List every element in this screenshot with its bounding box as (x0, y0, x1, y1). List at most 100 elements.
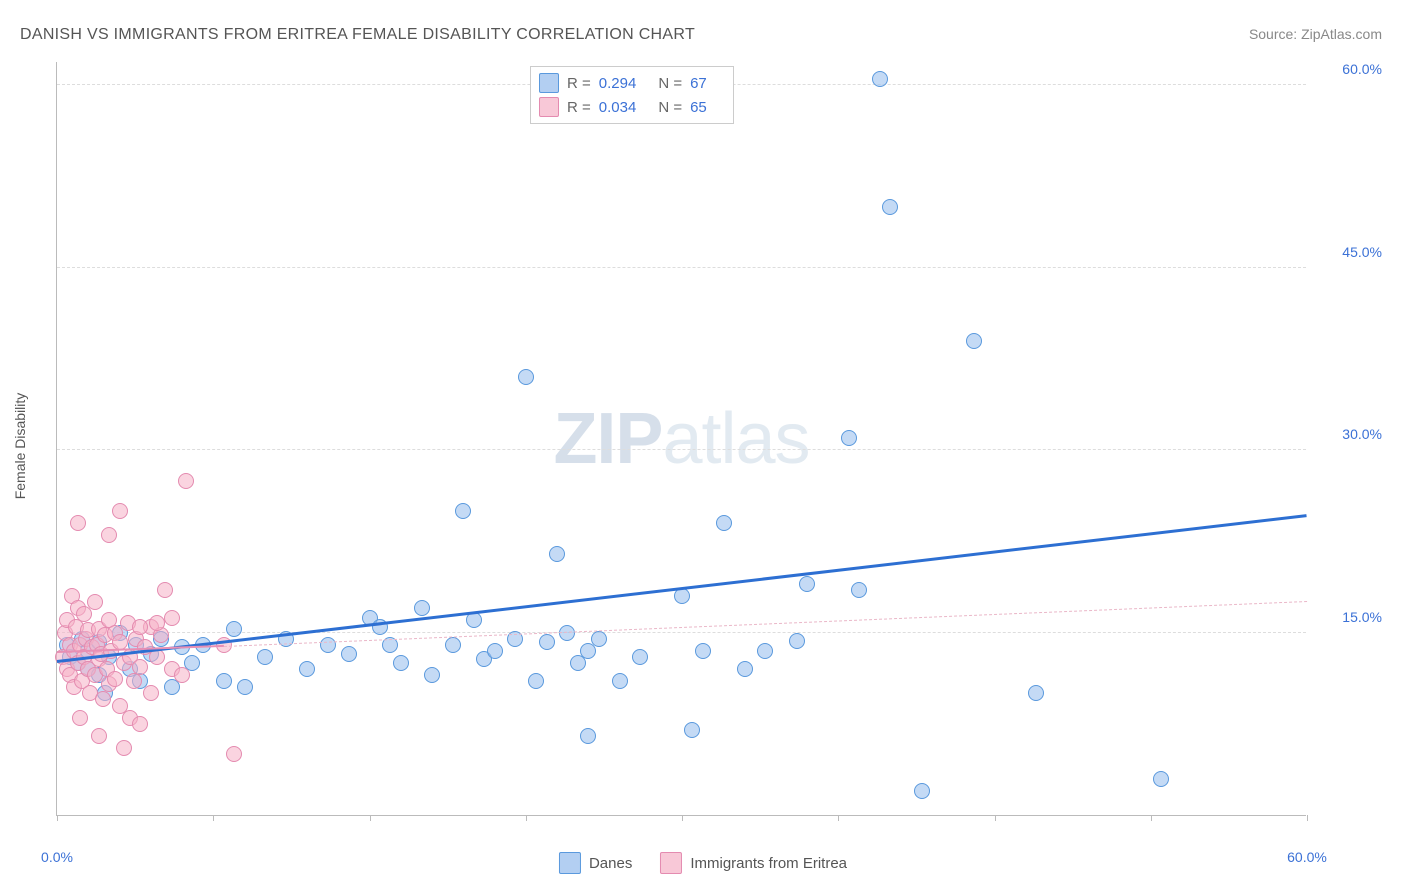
x-max-label: 60.0% (1287, 849, 1327, 865)
gridline (57, 449, 1306, 450)
scatter-point-blue (299, 661, 315, 677)
scatter-point-blue (1028, 685, 1044, 701)
scatter-point-blue (580, 728, 596, 744)
blue-swatch-icon (559, 852, 581, 874)
scatter-point-blue (851, 582, 867, 598)
y-tick-label: 45.0% (1342, 244, 1382, 260)
x-tick (370, 815, 371, 821)
watermark: ZIPatlas (553, 398, 809, 480)
scatter-point-blue (237, 679, 253, 695)
scatter-point-pink (116, 740, 132, 756)
scatter-point-pink (126, 673, 142, 689)
pink-swatch-icon (539, 97, 559, 117)
x-tick (682, 815, 683, 821)
scatter-point-blue (393, 655, 409, 671)
scatter-point-blue (341, 646, 357, 662)
chart-title: DANISH VS IMMIGRANTS FROM ERITREA FEMALE… (20, 26, 695, 44)
x-tick (995, 815, 996, 821)
n-label: N = (658, 99, 682, 116)
legend-item: Immigrants from Eritrea (660, 852, 847, 874)
n-value: 65 (690, 99, 707, 116)
n-value: 67 (690, 75, 707, 92)
scatter-point-pink (107, 671, 123, 687)
scatter-plot: ZIPatlas 15.0%30.0%45.0%60.0%0.0%60.0% (56, 62, 1306, 816)
x-tick (57, 815, 58, 821)
pink-swatch-icon (660, 852, 682, 874)
y-tick-label: 60.0% (1342, 61, 1382, 77)
y-tick-label: 30.0% (1342, 426, 1382, 442)
stats-row: R = 0.294 N = 67 (539, 71, 721, 95)
scatter-point-pink (157, 582, 173, 598)
x-tick (1151, 815, 1152, 821)
scatter-point-blue (414, 600, 430, 616)
regression-line (57, 514, 1307, 663)
scatter-point-pink (91, 728, 107, 744)
scatter-point-pink (132, 659, 148, 675)
gridline (57, 632, 1306, 633)
scatter-point-pink (149, 615, 165, 631)
series-legend: Danes Immigrants from Eritrea (559, 852, 847, 874)
scatter-point-blue (226, 621, 242, 637)
x-tick (213, 815, 214, 821)
scatter-point-pink (70, 515, 86, 531)
scatter-point-blue (216, 673, 232, 689)
scatter-point-blue (591, 631, 607, 647)
legend-label: Immigrants from Eritrea (690, 855, 847, 872)
scatter-point-blue (539, 634, 555, 650)
stats-row: R = 0.034 N = 65 (539, 95, 721, 119)
scatter-point-blue (789, 633, 805, 649)
scatter-point-blue (966, 333, 982, 349)
scatter-point-blue (518, 369, 534, 385)
gridline (57, 267, 1306, 268)
scatter-point-blue (257, 649, 273, 665)
scatter-point-blue (549, 546, 565, 562)
legend-label: Danes (589, 855, 632, 872)
stats-legend: R = 0.294 N = 67 R = 0.034 N = 65 (530, 66, 734, 124)
scatter-point-blue (487, 643, 503, 659)
source-attribution: Source: ZipAtlas.com (1249, 26, 1382, 42)
scatter-point-blue (757, 643, 773, 659)
scatter-point-pink (112, 503, 128, 519)
scatter-point-blue (528, 673, 544, 689)
x-min-label: 0.0% (41, 849, 73, 865)
scatter-point-blue (612, 673, 628, 689)
n-label: N = (658, 75, 682, 92)
scatter-point-pink (143, 685, 159, 701)
scatter-point-pink (164, 610, 180, 626)
scatter-point-pink (174, 667, 190, 683)
scatter-point-blue (1153, 771, 1169, 787)
legend-item: Danes (559, 852, 632, 874)
y-axis-label: Female Disability (12, 393, 28, 500)
scatter-point-blue (320, 637, 336, 653)
scatter-point-pink (101, 527, 117, 543)
scatter-point-pink (226, 746, 242, 762)
y-tick-label: 15.0% (1342, 609, 1382, 625)
scatter-point-pink (132, 716, 148, 732)
scatter-point-blue (737, 661, 753, 677)
r-value: 0.294 (599, 75, 637, 92)
scatter-point-pink (95, 691, 111, 707)
r-label: R = (567, 75, 591, 92)
scatter-point-pink (87, 594, 103, 610)
scatter-point-blue (716, 515, 732, 531)
x-tick (1307, 815, 1308, 821)
r-label: R = (567, 99, 591, 116)
scatter-point-blue (445, 637, 461, 653)
blue-swatch-icon (539, 73, 559, 93)
scatter-point-blue (695, 643, 711, 659)
scatter-point-blue (455, 503, 471, 519)
x-tick (526, 815, 527, 821)
scatter-point-pink (178, 473, 194, 489)
scatter-point-blue (684, 722, 700, 738)
scatter-point-pink (132, 619, 148, 635)
scatter-point-pink (72, 710, 88, 726)
scatter-point-blue (914, 783, 930, 799)
scatter-point-blue (799, 576, 815, 592)
scatter-point-blue (841, 430, 857, 446)
scatter-point-blue (424, 667, 440, 683)
scatter-point-blue (632, 649, 648, 665)
scatter-point-blue (872, 71, 888, 87)
scatter-point-blue (882, 199, 898, 215)
x-tick (838, 815, 839, 821)
r-value: 0.034 (599, 99, 637, 116)
